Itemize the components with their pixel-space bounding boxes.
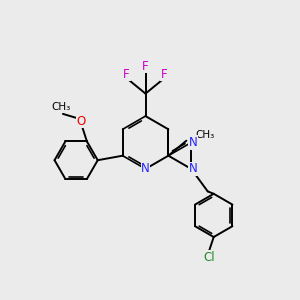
- Text: F: F: [123, 68, 130, 81]
- Text: CH₃: CH₃: [195, 130, 214, 140]
- Text: N: N: [141, 162, 150, 176]
- Text: O: O: [76, 115, 86, 128]
- Text: F: F: [142, 59, 149, 73]
- Text: F: F: [161, 68, 168, 81]
- Text: N: N: [189, 162, 198, 176]
- Text: N: N: [189, 136, 198, 149]
- Text: CH₃: CH₃: [52, 102, 71, 112]
- Text: Cl: Cl: [203, 250, 215, 264]
